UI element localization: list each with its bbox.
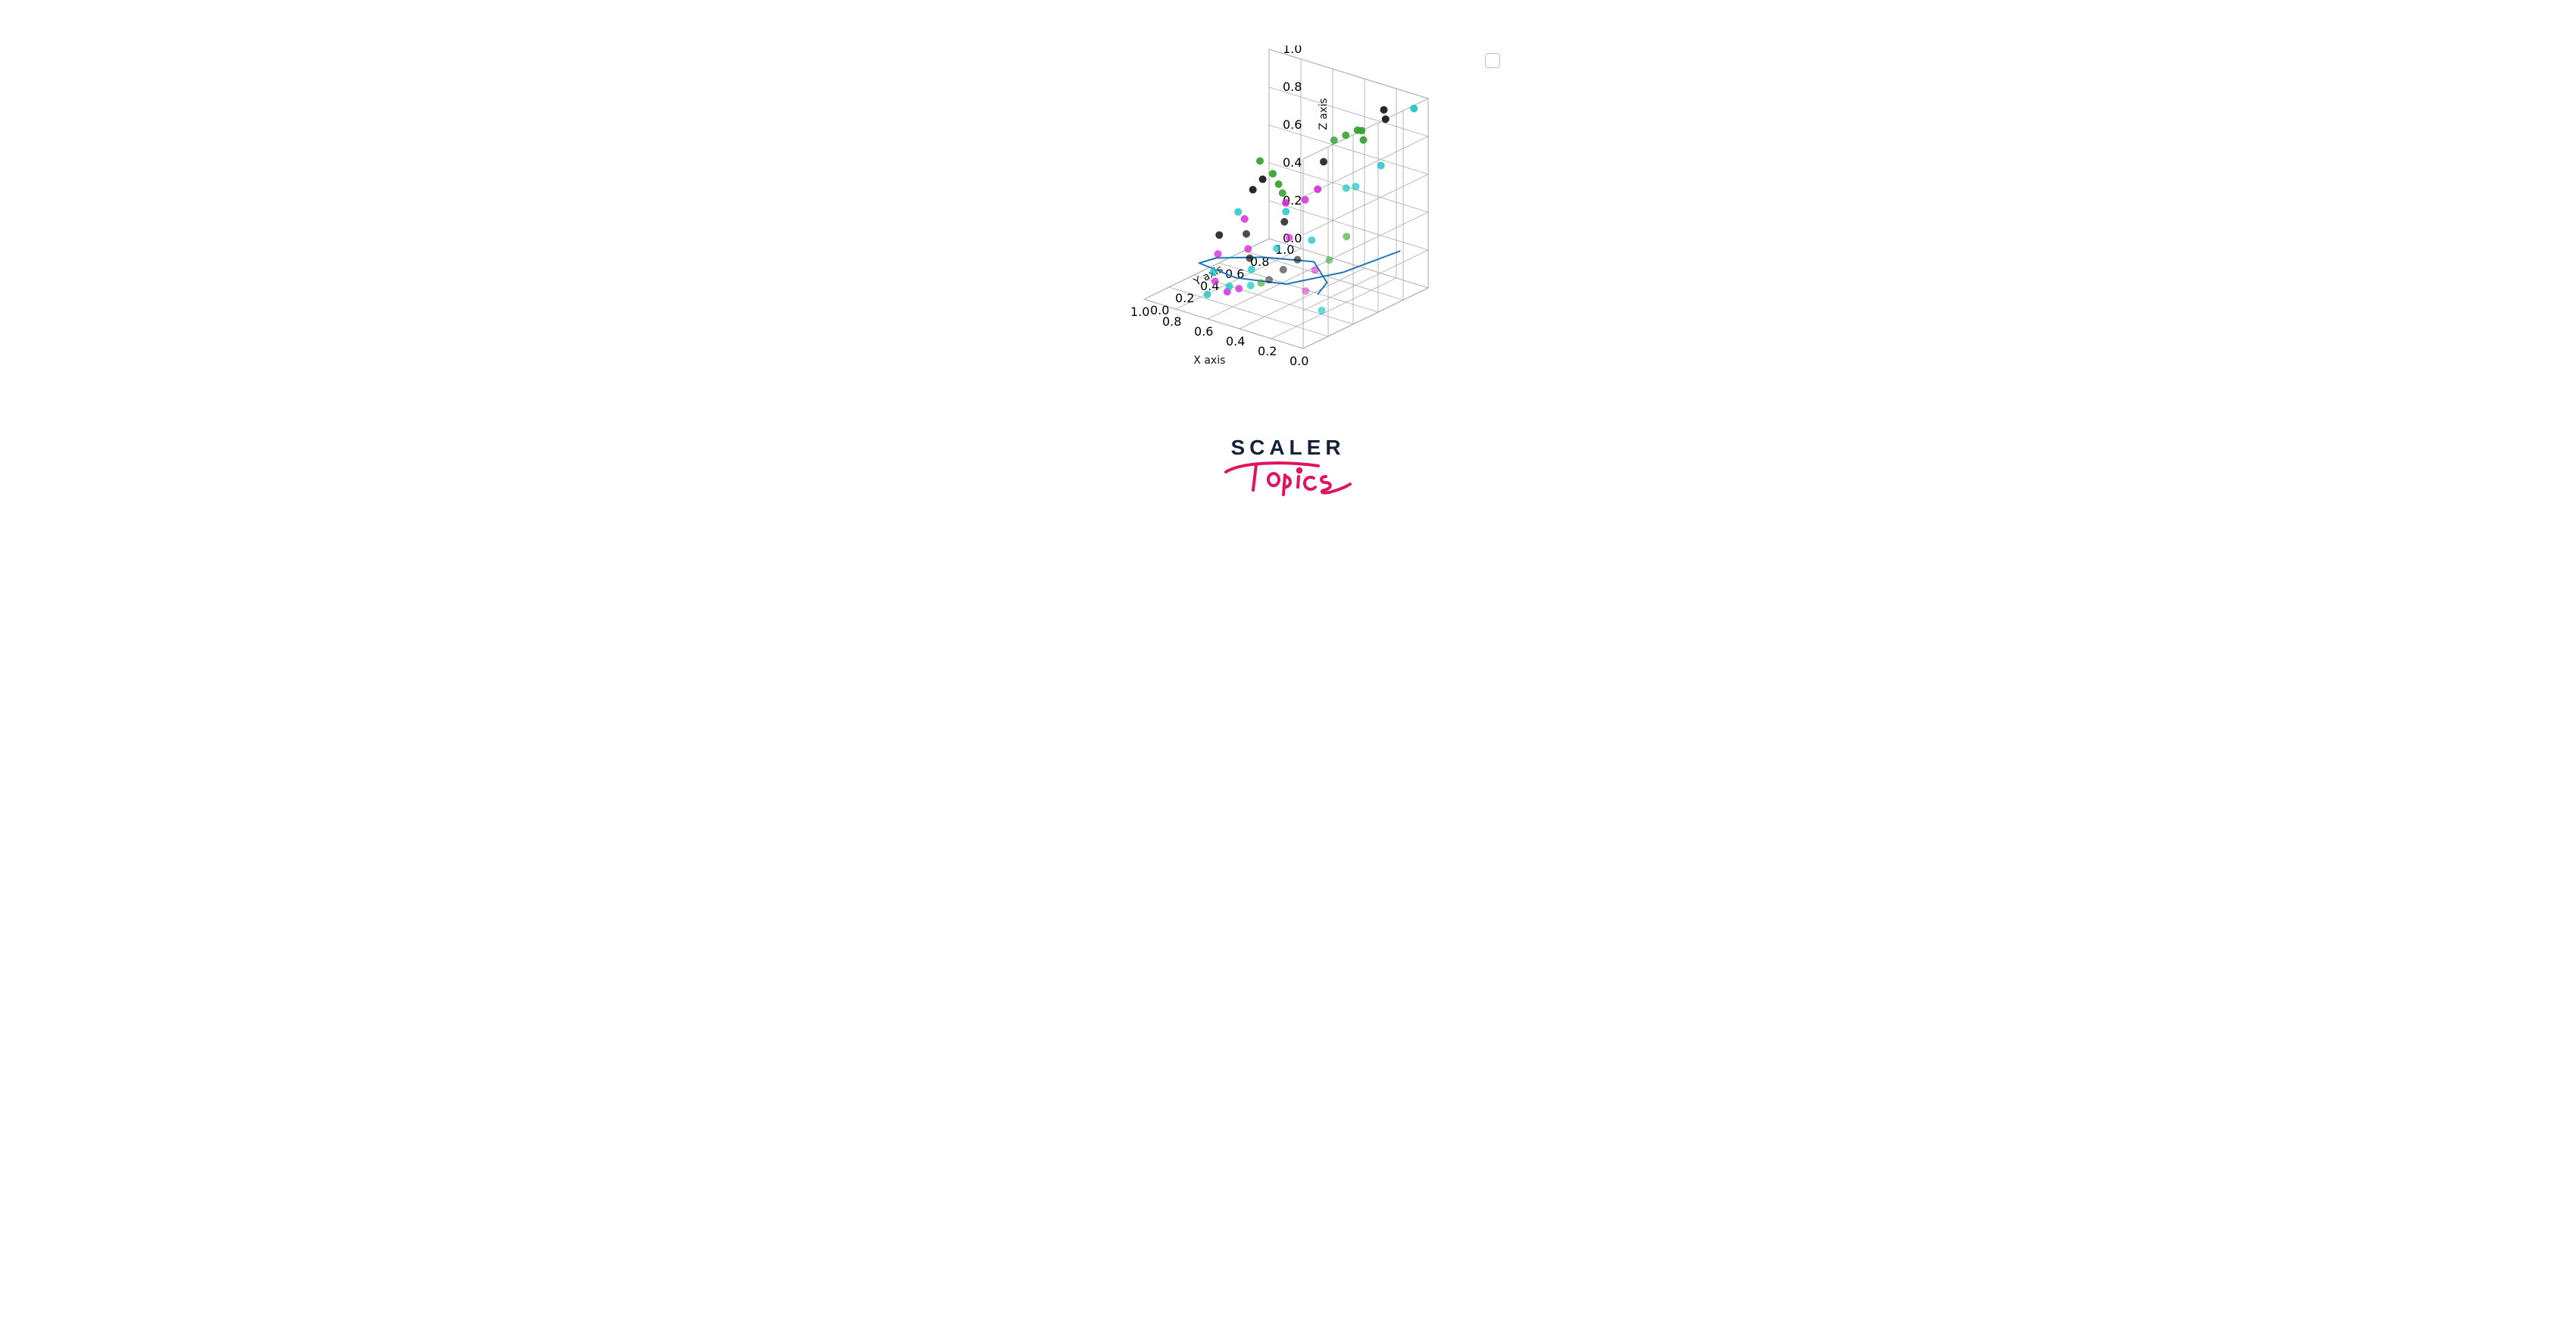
scatter-point <box>1244 245 1252 253</box>
z-tick: 1.0 <box>1283 45 1302 56</box>
brand-scaler-text: SCALER <box>720 436 1856 460</box>
scatter-point <box>1275 180 1283 188</box>
scatter-point <box>1354 127 1361 134</box>
scatter-point <box>1343 184 1350 192</box>
scatter-point <box>1258 280 1265 287</box>
x-tick: 0.6 <box>1194 324 1213 339</box>
scatter-point <box>1380 106 1388 114</box>
scatter-point <box>1377 162 1385 170</box>
scatter-point <box>1243 230 1250 238</box>
scatter-point <box>1256 158 1264 165</box>
scatter-point <box>1210 268 1218 276</box>
scatter-point <box>1314 186 1321 193</box>
x-tick: 0.0 <box>1290 354 1308 368</box>
scatter-point <box>1269 170 1277 177</box>
scatter-point <box>1280 266 1287 273</box>
scatter-point <box>1215 250 1222 258</box>
z-tick: 0.4 <box>1283 155 1302 170</box>
x-tick: 0.2 <box>1258 344 1277 358</box>
scatter-point <box>1226 283 1233 290</box>
page: 0.00.20.40.60.81.00.00.20.40.60.81.00.00… <box>720 0 1856 583</box>
scatter-point <box>1248 266 1255 273</box>
x-tick: 0.4 <box>1226 334 1245 348</box>
scatter-point <box>1318 307 1325 314</box>
scatter-point <box>1280 218 1288 226</box>
scatter-point <box>1247 282 1255 289</box>
scatter-point <box>1302 196 1309 204</box>
brand-topics-script <box>1220 455 1356 498</box>
scatter-point <box>1215 231 1223 239</box>
y-tick: 0.2 <box>1175 291 1194 305</box>
chart-3d: 0.00.20.40.60.81.00.00.20.40.60.81.00.00… <box>1068 45 1523 409</box>
scatter-point <box>1259 176 1267 183</box>
scatter-point <box>1249 186 1257 193</box>
legend-box-icon <box>1485 53 1500 68</box>
scatter-point <box>1294 256 1302 264</box>
scatter-point <box>1235 285 1243 292</box>
scatter-point <box>1360 136 1368 144</box>
scatter-point <box>1279 189 1286 197</box>
scatter-point <box>1265 276 1273 283</box>
scatter-point <box>1282 199 1290 207</box>
scatter-point <box>1241 215 1249 223</box>
scatter-point <box>1382 115 1390 123</box>
scatter-point <box>1286 234 1293 242</box>
scatter-point <box>1410 105 1418 112</box>
scatter-point <box>1308 236 1315 244</box>
scatter-point <box>1352 183 1359 190</box>
scatter-point <box>1282 208 1290 215</box>
scatter-point <box>1246 255 1254 262</box>
scatter-point <box>1234 208 1242 216</box>
scatter-point <box>1204 291 1211 298</box>
scatter-point <box>1330 136 1338 144</box>
x-axis-label: X axis <box>1193 355 1225 367</box>
z-axis-label: Z axis <box>1318 98 1330 130</box>
z-tick: 0.6 <box>1283 117 1302 132</box>
scatter-point <box>1302 287 1309 295</box>
chart-svg: 0.00.20.40.60.81.00.00.20.40.60.81.00.00… <box>1068 45 1523 409</box>
y-tick: 0.0 <box>1150 303 1169 317</box>
scatter-point <box>1211 277 1219 285</box>
scatter-point <box>1342 132 1349 139</box>
scatter-point <box>1311 267 1319 274</box>
brand-logo: SCALER <box>720 436 1856 498</box>
scatter-point <box>1343 233 1350 240</box>
x-tick: 1.0 <box>1130 305 1149 319</box>
scatter-point <box>1273 245 1280 252</box>
scatter-point <box>1320 158 1327 166</box>
scatter-point <box>1326 256 1333 264</box>
z-tick: 0.8 <box>1283 80 1302 94</box>
